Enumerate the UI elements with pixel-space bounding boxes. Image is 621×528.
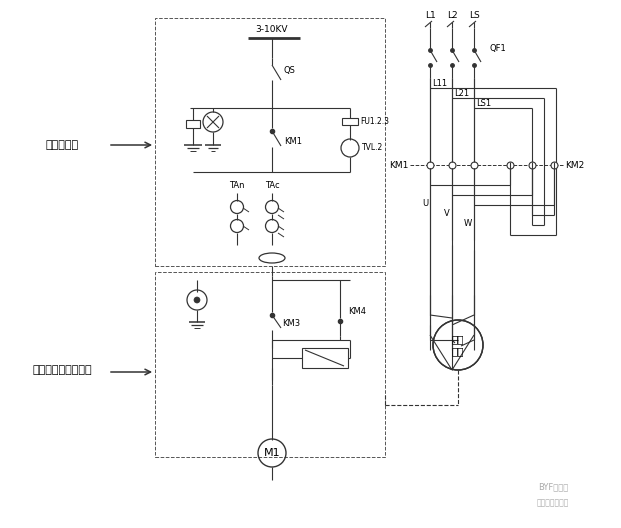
Text: KM4: KM4: [348, 307, 366, 316]
Text: W: W: [464, 219, 472, 228]
Text: KM2: KM2: [565, 161, 584, 169]
Text: KM1: KM1: [284, 137, 302, 146]
Text: FU1.2.3: FU1.2.3: [360, 118, 389, 127]
Text: KM3: KM3: [282, 318, 300, 327]
Bar: [186, 120, 200, 128]
Text: TAn: TAn: [229, 182, 245, 191]
Text: LS: LS: [469, 12, 479, 21]
Text: V: V: [444, 209, 450, 218]
Text: L2: L2: [446, 12, 457, 21]
Text: M1: M1: [264, 448, 280, 458]
Ellipse shape: [259, 253, 285, 263]
Text: 高压开关柜: 高压开关柜: [45, 140, 79, 150]
Text: QS: QS: [284, 65, 296, 74]
Text: TAc: TAc: [265, 182, 279, 191]
Text: L11: L11: [432, 79, 447, 88]
Text: U: U: [422, 199, 428, 208]
Circle shape: [194, 297, 200, 303]
Text: L1: L1: [425, 12, 435, 21]
Bar: [155, 272, 385, 457]
Text: 中国电气供应商: 中国电气供应商: [537, 498, 569, 507]
Text: BYF百方网: BYF百方网: [538, 483, 568, 492]
Text: LS1: LS1: [476, 99, 491, 108]
Text: 传动
电机: 传动 电机: [451, 334, 465, 356]
Text: KM1: KM1: [389, 161, 408, 169]
Bar: [302, 348, 348, 368]
Text: 3-10KV: 3-10KV: [256, 25, 288, 34]
Text: 笼型电机液阻起动柜: 笼型电机液阻起动柜: [32, 365, 92, 375]
Text: QF1: QF1: [490, 43, 507, 52]
Text: TVL.2: TVL.2: [362, 144, 383, 153]
Text: L21: L21: [454, 89, 469, 98]
Bar: [155, 18, 385, 266]
Bar: [342, 118, 358, 125]
